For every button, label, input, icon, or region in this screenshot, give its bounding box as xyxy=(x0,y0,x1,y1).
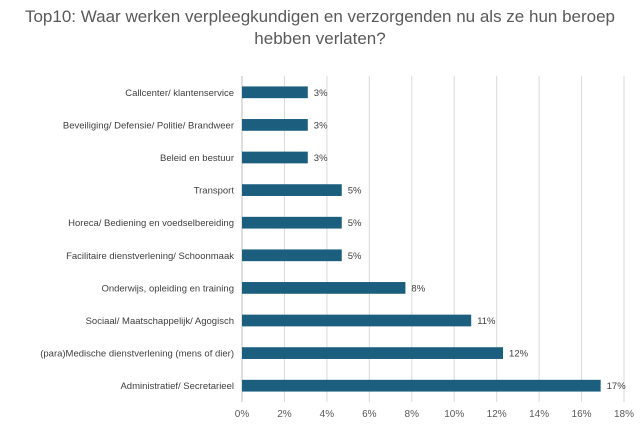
category-label: Sociaal/ Maatschappelijk/ Agogisch xyxy=(86,316,234,327)
bar xyxy=(242,86,308,99)
category-label: Callcenter/ klantenservice xyxy=(125,88,234,99)
x-tick-label: 14% xyxy=(529,409,549,420)
x-tick-label: 0% xyxy=(235,409,250,420)
x-tick-label: 12% xyxy=(487,409,507,420)
x-tick-label: 18% xyxy=(614,409,634,420)
category-label: (para)Medische dienstverlening (mens of … xyxy=(40,349,234,360)
x-tick-label: 4% xyxy=(320,409,335,420)
category-label: Transport xyxy=(194,186,235,197)
data-label: 11% xyxy=(477,316,496,327)
bars xyxy=(242,86,601,392)
category-label: Beveiliging/ Defensie/ Politie/ Brandwee… xyxy=(63,120,234,131)
x-tick-label: 16% xyxy=(572,409,592,420)
x-tick-label: 8% xyxy=(405,409,420,420)
category-labels: Callcenter/ klantenservice Beveiliging/ D… xyxy=(40,88,234,392)
data-label: 5% xyxy=(348,186,362,197)
bar xyxy=(242,347,504,359)
bar xyxy=(242,184,342,196)
bar xyxy=(242,151,308,164)
data-label: 5% xyxy=(348,251,362,262)
x-tick-label: 2% xyxy=(277,409,292,420)
data-label: 3% xyxy=(314,153,328,164)
bar xyxy=(242,314,472,327)
bar xyxy=(242,216,342,229)
chart-title: Top10: Waar werken verpleegkundigen en v… xyxy=(24,7,616,48)
data-label: 3% xyxy=(314,120,328,131)
data-label: 5% xyxy=(348,218,362,229)
category-label: Horeca/ Bediening en voedselbereiding xyxy=(68,218,234,229)
bar xyxy=(242,249,342,262)
x-tick-label: 10% xyxy=(444,409,464,420)
data-label: 3% xyxy=(314,88,328,99)
bar xyxy=(242,119,308,131)
category-label: Facilitaire dienstverlening/ Schoonmaak xyxy=(66,251,234,262)
data-labels: 3% 3% 3% 5% 5% 5% 8% 11% 12% 17% xyxy=(314,88,626,392)
category-label: Administratief/ Secretarieel xyxy=(120,381,234,392)
data-label: 12% xyxy=(509,349,529,360)
category-label: Onderwijs, opleiding en training xyxy=(101,283,234,294)
x-tick-label: 6% xyxy=(362,409,377,420)
data-label: 17% xyxy=(607,381,627,392)
bar xyxy=(242,282,406,294)
x-axis-ticks: 0% 2% 4% 6% 8% 10% 12% 14% 16% 18% xyxy=(235,409,634,420)
bar xyxy=(242,379,601,392)
data-label: 8% xyxy=(411,283,425,294)
category-label: Beleid en bestuur xyxy=(160,153,234,164)
